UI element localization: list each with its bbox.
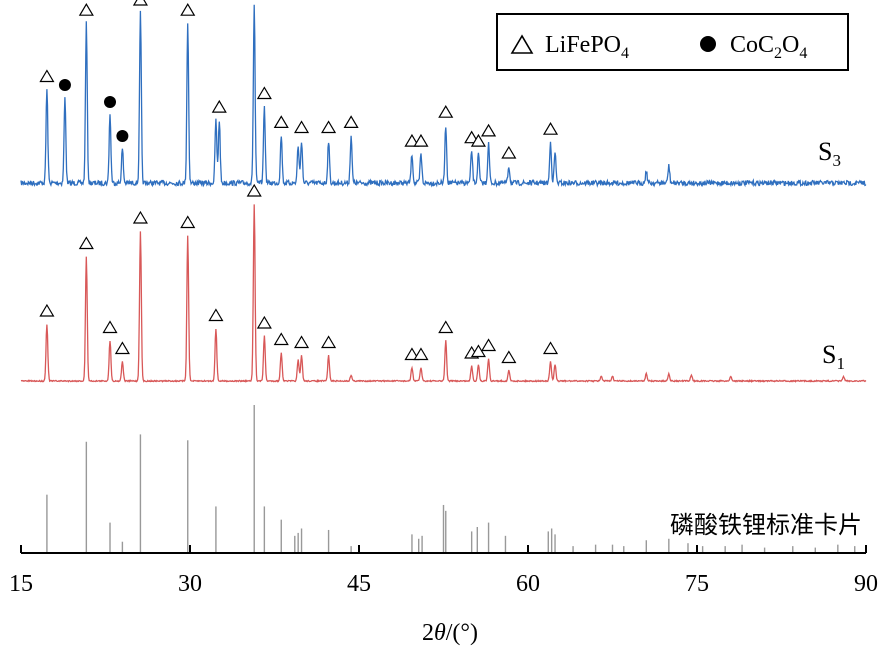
lifepo4-peak-marker-icon [211,99,227,113]
series-s1-line [20,204,867,383]
series-s1 [20,204,867,383]
lifepo4-peak-marker-icon [542,341,559,355]
legend-dot-icon [700,36,716,52]
x-axis-ticks: 15 30 45 60 75 90 [9,545,878,597]
lifepo4-peak-marker-icon [404,133,420,147]
lifepo4-peak-marker-icon [180,215,196,229]
lifepo4-peak-marker-icon [180,3,196,16]
reference-card-label: 磷酸铁锂标准卡片 [670,511,862,539]
lifepo4-peak-marker-icon [246,183,262,197]
lifepo4-peak-marker-icon [39,69,55,83]
series-s3 [20,4,867,188]
lifepo4-peak-marker-icon [343,115,359,129]
lifepo4-peak-marker-icon [321,335,337,349]
lifepo4-peak-marker-icon [208,308,224,322]
legend-triangle-icon [510,34,534,54]
series-label-s1: S1 [822,340,845,373]
lifepo4-peak-marker-icon [542,122,559,135]
lifepo4-peak-marker-icon [256,315,272,329]
x-tick-label: 75 [685,571,709,597]
lifepo4-peak-marker-icon [321,120,337,134]
x-axis-title: 2θ/(°) [422,620,478,646]
lifepo4-peak-marker-icon [481,123,497,137]
lifepo4-peak-marker-icon [293,335,310,349]
legend: LiFePO4 CoC2O4 [496,13,849,71]
reference-card-pattern [46,405,856,552]
x-tick-label: 30 [178,571,202,597]
coc2o4-peak-marker-icon [116,130,129,142]
lifepo4-peak-marker-icon [413,133,429,147]
lifepo4-peak-marker-icon [470,133,486,147]
lifepo4-peak-marker-icon [78,3,94,16]
x-tick-label: 90 [854,571,878,597]
lifepo4-peak-marker-icon [256,86,272,100]
lifepo4-peak-marker-icon [404,347,420,361]
legend-label-lifepo4: LiFePO4 [545,32,629,62]
lifepo4-peak-marker-icon [501,350,517,364]
lifepo4-peak-marker-icon [132,0,148,6]
lifepo4-peak-marker-icon [438,320,454,334]
x-tick-label: 15 [9,571,33,597]
lifepo4-peak-marker-icon [413,347,429,361]
x-tick-label: 60 [516,571,540,597]
coc2o4-peak-marker-icon [104,96,117,108]
lifepo4-peak-marker-icon [102,320,118,334]
legend-label-coc2o4: CoC2O4 [730,32,807,62]
series-label-s3: S3 [818,137,841,170]
lifepo4-peak-marker-icon [293,120,310,134]
coc2o4-peak-marker-icon [58,79,71,91]
lifepo4-peak-marker-icon [39,303,55,317]
lifepo4-peak-marker-icon [132,210,148,224]
lifepo4-peak-marker-icon [481,338,497,352]
x-tick-label: 45 [347,571,371,597]
legend-box [496,13,849,71]
series-s3-line [20,4,867,188]
lifepo4-peak-marker-icon [78,236,94,250]
lifepo4-peak-marker-icon [501,145,517,159]
lifepo4-peak-marker-icon [273,115,289,129]
peak-markers [39,0,559,364]
lifepo4-peak-marker-icon [114,341,130,355]
lifepo4-peak-marker-icon [273,332,289,346]
lifepo4-peak-marker-icon [438,105,454,118]
